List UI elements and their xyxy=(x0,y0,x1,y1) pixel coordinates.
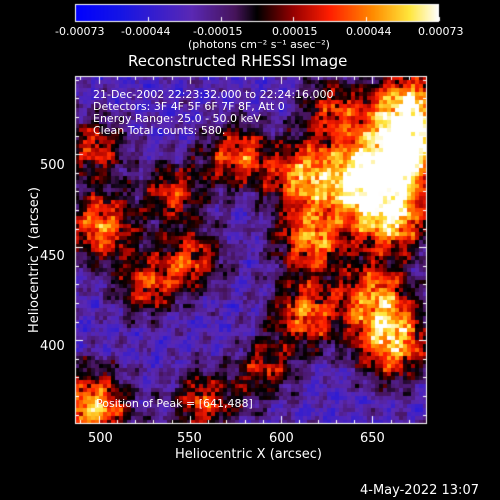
colorbar-tick-label: -0.00044 xyxy=(121,25,171,38)
x-tick-label: 500 xyxy=(88,431,113,446)
footer-date: 4-May-2022 13:07 xyxy=(360,483,479,498)
y-tick-label: 500 xyxy=(40,158,65,173)
peak-position-label: Position of Peak = [641,488] xyxy=(96,397,253,410)
colorbar-tick-label: 0.00044 xyxy=(346,25,392,38)
x-axis-label: Heliocentric X (arcsec) xyxy=(175,447,322,462)
y-tick-label: 450 xyxy=(40,249,65,264)
y-tick-label: 400 xyxy=(40,339,65,354)
colorbar-unit-label: (photons cm⁻² s⁻¹ asec⁻²) xyxy=(188,38,330,51)
x-tick-label: 600 xyxy=(269,431,294,446)
colorbar-tick-label: -0.00073 xyxy=(55,25,105,38)
info-detectors: Detectors: 3F 4F 5F 6F 7F 8F, Att 0 xyxy=(93,100,285,113)
x-tick-label: 550 xyxy=(177,431,202,446)
chart-title: Reconstructed RHESSI Image xyxy=(128,52,348,70)
colorbar-tick-label: 0.00015 xyxy=(272,25,318,38)
x-tick-label: 650 xyxy=(360,431,385,446)
y-axis-label: Heliocentric Y (arcsec) xyxy=(27,187,42,333)
colorbar-tick-label: -0.00015 xyxy=(193,25,243,38)
info-time-range: 21-Dec-2002 22:23:32.000 to 22:24:16.000 xyxy=(93,88,334,101)
colorbar-tick-label: 0.00073 xyxy=(418,25,464,38)
info-energy: Energy Range: 25.0 - 50.0 keV xyxy=(93,112,261,125)
info-clean: Clean Total counts: 580. xyxy=(93,124,226,137)
